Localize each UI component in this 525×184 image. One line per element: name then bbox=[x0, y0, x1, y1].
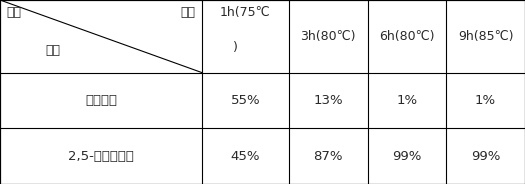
Text: 1h(75℃: 1h(75℃ bbox=[220, 6, 271, 19]
Text: 3h(80℃): 3h(80℃) bbox=[300, 30, 356, 43]
Text: 87%: 87% bbox=[313, 150, 343, 163]
Text: ): ) bbox=[233, 41, 237, 54]
Text: 1%: 1% bbox=[475, 94, 496, 107]
Text: 55%: 55% bbox=[230, 94, 260, 107]
Text: 99%: 99% bbox=[392, 150, 422, 163]
Text: 9h(85℃): 9h(85℃) bbox=[458, 30, 513, 43]
Text: 含量: 含量 bbox=[6, 6, 22, 20]
Text: 6h(80℃): 6h(80℃) bbox=[379, 30, 435, 43]
Text: 温度: 温度 bbox=[45, 44, 60, 57]
Text: 对二氯苯: 对二氯苯 bbox=[85, 94, 117, 107]
Text: 2,5-二氯硕基苯: 2,5-二氯硕基苯 bbox=[68, 150, 134, 163]
Text: 45%: 45% bbox=[230, 150, 260, 163]
Text: 1%: 1% bbox=[396, 94, 417, 107]
Text: 时间: 时间 bbox=[181, 6, 196, 20]
Text: 13%: 13% bbox=[313, 94, 343, 107]
Text: 99%: 99% bbox=[471, 150, 500, 163]
